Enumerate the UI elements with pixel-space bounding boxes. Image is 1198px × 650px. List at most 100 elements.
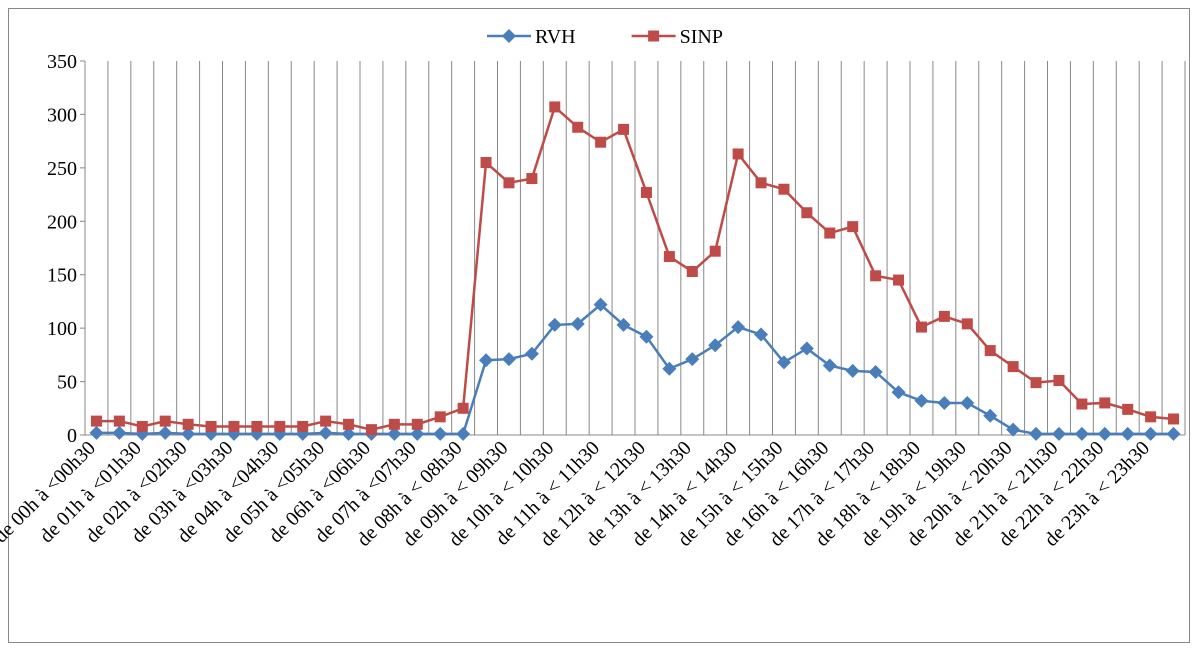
data-point xyxy=(113,415,125,427)
data-point xyxy=(731,320,746,335)
data-point xyxy=(822,358,837,373)
data-point xyxy=(434,411,446,423)
data-point xyxy=(1029,426,1044,441)
data-point xyxy=(868,364,883,379)
data-point xyxy=(112,425,127,440)
data-point xyxy=(709,245,721,257)
data-point xyxy=(893,274,905,286)
data-point xyxy=(90,415,102,427)
data-point xyxy=(1168,413,1180,425)
y-tick-label: 150 xyxy=(47,265,77,287)
y-tick-label: 50 xyxy=(57,372,77,394)
data-point xyxy=(297,420,309,432)
legend-label: RVH xyxy=(535,26,576,48)
data-point xyxy=(961,318,973,330)
data-point xyxy=(938,310,950,322)
data-point xyxy=(1166,426,1181,441)
data-point xyxy=(158,425,173,440)
data-point xyxy=(503,177,515,189)
data-point xyxy=(343,418,355,430)
data-point xyxy=(549,101,561,113)
legend-marker xyxy=(648,30,660,42)
data-point xyxy=(228,420,240,432)
data-point xyxy=(937,395,952,410)
legend-label: SINP xyxy=(680,26,723,48)
data-point xyxy=(824,227,836,239)
data-point xyxy=(1030,377,1042,389)
data-point xyxy=(251,420,263,432)
data-point xyxy=(1006,422,1021,437)
data-point xyxy=(685,352,700,367)
data-point xyxy=(501,352,516,367)
y-tick-label: 100 xyxy=(47,318,77,340)
data-point xyxy=(799,341,814,356)
data-point xyxy=(1053,375,1065,387)
data-point xyxy=(640,186,652,198)
data-point xyxy=(388,418,400,430)
data-point xyxy=(845,363,860,378)
data-point xyxy=(181,426,196,441)
data-point xyxy=(410,426,425,441)
data-point xyxy=(755,177,767,189)
data-point xyxy=(274,420,286,432)
y-tick-label: 0 xyxy=(67,425,77,447)
data-point xyxy=(1074,426,1089,441)
data-point xyxy=(754,327,769,342)
data-point xyxy=(1097,426,1112,441)
data-point xyxy=(732,148,744,160)
data-point xyxy=(1120,426,1135,441)
data-point xyxy=(479,353,494,368)
data-point xyxy=(1007,361,1019,373)
data-point xyxy=(616,317,631,332)
data-point xyxy=(639,329,654,344)
data-point xyxy=(663,251,675,263)
data-point xyxy=(387,426,402,441)
data-point xyxy=(89,425,104,440)
y-tick-label: 350 xyxy=(47,51,77,73)
data-point xyxy=(526,173,538,185)
data-point xyxy=(914,393,929,408)
data-point xyxy=(686,266,698,278)
data-point xyxy=(182,418,194,430)
y-tick-label: 200 xyxy=(47,211,77,233)
data-point xyxy=(778,183,790,195)
data-point xyxy=(776,355,791,370)
data-point xyxy=(662,361,677,376)
data-point xyxy=(136,420,148,432)
data-point xyxy=(572,121,584,133)
data-point xyxy=(524,346,539,361)
data-point xyxy=(1099,397,1111,409)
data-point xyxy=(891,385,906,400)
data-point xyxy=(365,424,377,436)
chart-border xyxy=(8,8,1190,643)
data-point xyxy=(595,136,607,148)
data-point xyxy=(915,321,927,333)
data-point xyxy=(205,420,217,432)
data-point xyxy=(480,157,492,169)
data-point xyxy=(593,297,608,312)
data-point xyxy=(341,426,356,441)
data-point xyxy=(870,270,882,282)
y-tick-label: 250 xyxy=(47,158,77,180)
data-point xyxy=(1122,403,1134,415)
data-point xyxy=(801,207,813,219)
data-point xyxy=(411,418,423,430)
data-point xyxy=(457,402,469,414)
y-tick-label: 300 xyxy=(47,104,77,126)
data-point xyxy=(960,395,975,410)
data-point xyxy=(456,426,471,441)
data-point xyxy=(159,415,171,427)
data-point xyxy=(1076,398,1088,410)
data-point xyxy=(433,426,448,441)
data-point xyxy=(1143,426,1158,441)
data-point xyxy=(570,316,585,331)
data-point xyxy=(1051,426,1066,441)
data-point xyxy=(847,221,859,233)
data-point xyxy=(547,317,562,332)
legend-marker xyxy=(502,29,516,43)
data-point xyxy=(1145,411,1157,423)
data-point xyxy=(320,415,332,427)
data-point xyxy=(618,123,630,135)
data-point xyxy=(708,338,723,353)
